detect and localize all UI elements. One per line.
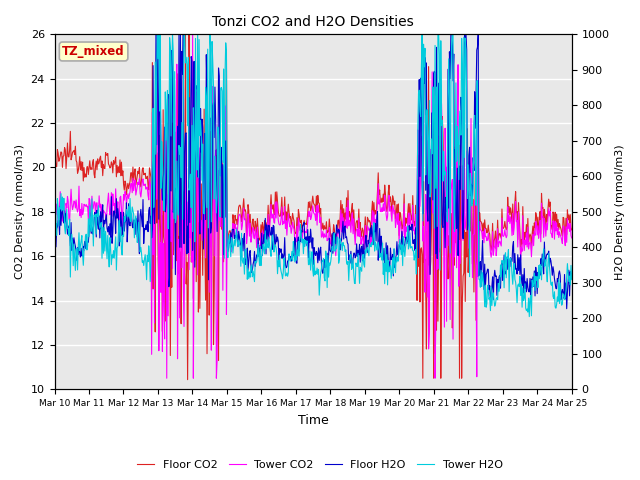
Floor H2O xyxy=(113,215,121,221)
Tower H2O xyxy=(113,245,121,251)
Floor H2O xyxy=(51,225,58,230)
Tower CO2 xyxy=(195,184,202,190)
Y-axis label: H2O Density (mmol/m3): H2O Density (mmol/m3) xyxy=(615,144,625,280)
Line: Floor H2O: Floor H2O xyxy=(54,35,572,309)
Tower H2O xyxy=(568,277,575,283)
Floor CO2 xyxy=(568,227,575,233)
Floor H2O xyxy=(563,306,570,312)
Floor CO2 xyxy=(184,377,191,383)
Tower H2O xyxy=(525,314,533,320)
Floor H2O xyxy=(194,174,202,180)
Line: Floor CO2: Floor CO2 xyxy=(54,35,572,380)
Floor CO2 xyxy=(392,210,400,216)
Tower CO2 xyxy=(392,218,400,224)
Floor CO2 xyxy=(60,153,68,158)
Floor H2O xyxy=(166,51,174,57)
Floor CO2 xyxy=(113,163,121,168)
Tower CO2 xyxy=(60,198,68,204)
Tower CO2 xyxy=(163,375,171,381)
Floor CO2 xyxy=(377,200,385,205)
Tower CO2 xyxy=(377,209,385,215)
Tower CO2 xyxy=(189,32,196,37)
Tower H2O xyxy=(51,212,58,218)
Tower CO2 xyxy=(166,94,174,100)
Floor H2O xyxy=(376,253,384,259)
Tower H2O xyxy=(194,32,202,37)
Tower H2O xyxy=(60,195,68,201)
Tower CO2 xyxy=(113,206,121,212)
Tower H2O xyxy=(154,32,161,37)
Tower H2O xyxy=(376,253,384,259)
Floor H2O xyxy=(568,271,575,276)
Tower CO2 xyxy=(51,189,58,195)
Tower CO2 xyxy=(568,235,575,241)
Line: Tower CO2: Tower CO2 xyxy=(54,35,572,378)
Tower H2O xyxy=(166,45,174,50)
Floor CO2 xyxy=(182,32,189,37)
Text: TZ_mixed: TZ_mixed xyxy=(62,45,125,58)
Floor H2O xyxy=(392,255,399,261)
Line: Tower H2O: Tower H2O xyxy=(54,35,572,317)
X-axis label: Time: Time xyxy=(298,414,328,427)
Floor CO2 xyxy=(51,161,58,167)
Legend: Floor CO2, Tower CO2, Floor H2O, Tower H2O: Floor CO2, Tower CO2, Floor H2O, Tower H… xyxy=(133,456,507,474)
Title: Tonzi CO2 and H2O Densities: Tonzi CO2 and H2O Densities xyxy=(212,15,414,29)
Floor H2O xyxy=(60,220,68,226)
Floor CO2 xyxy=(166,175,173,180)
Y-axis label: CO2 Density (mmol/m3): CO2 Density (mmol/m3) xyxy=(15,144,25,279)
Floor CO2 xyxy=(195,309,202,315)
Floor H2O xyxy=(152,32,160,37)
Tower H2O xyxy=(392,270,399,276)
